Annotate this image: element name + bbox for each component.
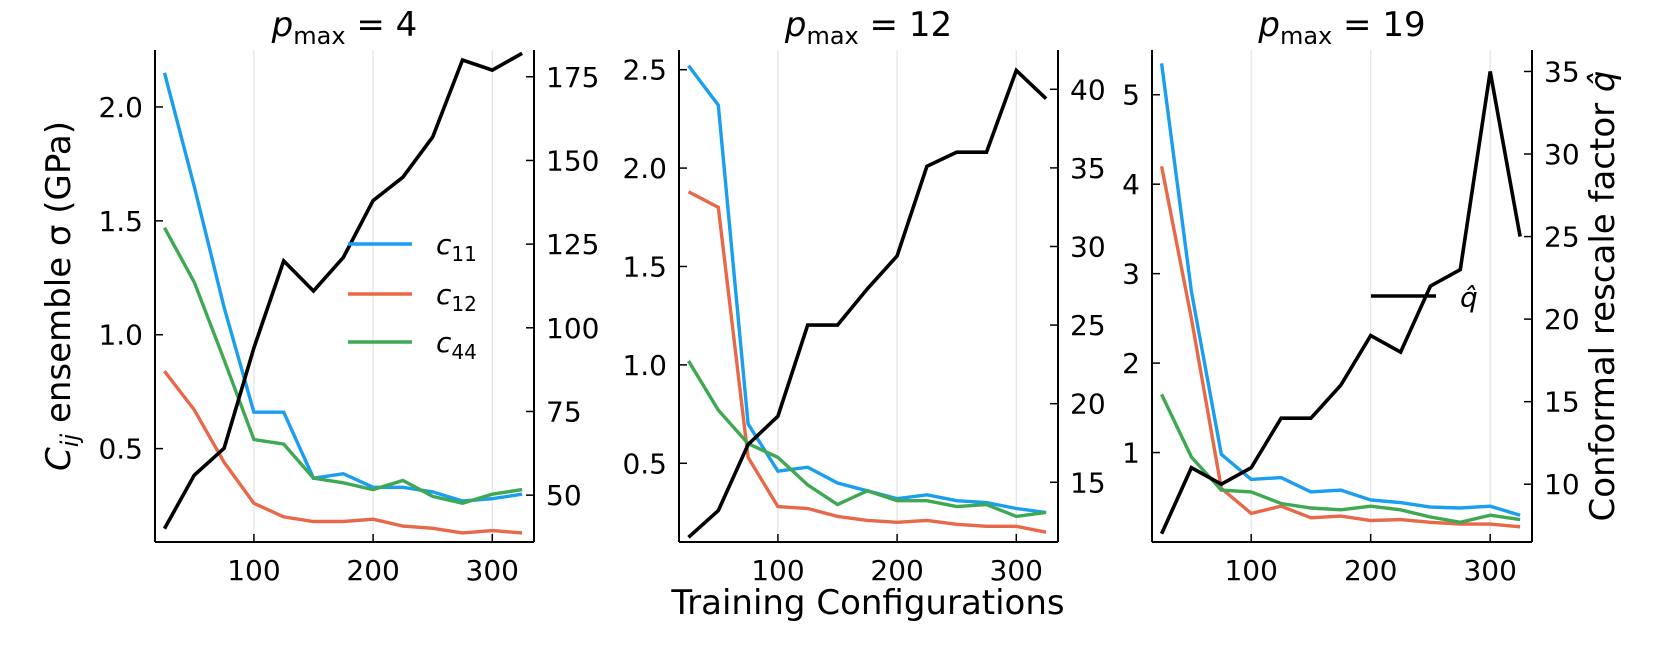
panel-title-rest: = 12 <box>859 5 952 45</box>
x-tick-label-100: 100 <box>1224 554 1277 587</box>
y-left-tick-label-3: 2.0 <box>622 152 667 185</box>
x-tick-label-200: 200 <box>346 554 399 587</box>
panel-title-sub: max <box>1280 22 1332 50</box>
y-left-tick-label-4: 2.5 <box>622 54 667 87</box>
y-left-tick-label-1: 1.0 <box>98 319 143 352</box>
y-left-tick-label-3: 4 <box>1122 168 1140 201</box>
y-right-tick-label-4: 35 <box>1070 152 1106 185</box>
y-left-tick-label-2: 1.5 <box>622 250 667 283</box>
y-left-tick-label-4: 5 <box>1122 79 1140 112</box>
y-right-tick-label-0: 50 <box>546 479 582 512</box>
y-left-tick-label-0: 0.5 <box>98 433 143 466</box>
x-axis-label: Training Configurations <box>670 583 1064 623</box>
panel-title-base: p <box>271 5 294 45</box>
y-left-tick-label-2: 3 <box>1122 258 1140 291</box>
legend-c11-sub: 11 <box>451 242 476 266</box>
panels: 100 200 3000.51.01.52.05075100125150175pma… <box>98 5 1579 587</box>
legend-c11-base: c <box>436 228 452 261</box>
y-axis-label-right-symbol: q̂ <box>1583 70 1623 92</box>
y-left-tick-label-2: 1.5 <box>98 205 143 238</box>
y-right-tick-label-2: 20 <box>1544 303 1580 336</box>
panel-2: 100 200 300 0.5 1.0 1.5 2.0 2.5 15 20 25 30 35 40 pmax… <box>622 5 1105 587</box>
y-right-tick-label-0: 15 <box>1070 466 1106 499</box>
y-right-tick-label-1: 20 <box>1070 388 1106 421</box>
x-tick-label-300: 300 <box>990 554 1043 587</box>
series-line-c44 <box>1160 393 1521 525</box>
y-right-tick-label-3: 125 <box>546 228 599 261</box>
legend-label-c44: c44 <box>436 326 477 364</box>
y-left-tick-label-0: 0.5 <box>622 447 667 480</box>
y-right-tick-label-5: 175 <box>546 61 599 94</box>
x-tick-label-100: 100 <box>227 554 280 587</box>
y-left-tick-label-1: 1.0 <box>622 349 667 382</box>
panel-title-rest: = 4 <box>346 5 418 45</box>
y-axis-label-left: Cij ensemble σ (GPa) <box>39 121 84 471</box>
panel-title: pmax = 12 <box>784 5 952 50</box>
y-right-tick-label-5: 35 <box>1544 55 1580 88</box>
legend-label-qhat: q̂ <box>1460 281 1478 314</box>
series-line-c44 <box>163 226 523 506</box>
panel-title-rest: = 19 <box>1332 5 1425 45</box>
panel-3: 100 200 300 1 2 3 4 5 10 15 20 25 30 35 pmax = 19 <box>1122 5 1579 587</box>
y-right-tick-label-5: 40 <box>1070 73 1106 106</box>
y-right-tick-label-1: 75 <box>546 395 582 428</box>
legend-c44-base: c <box>436 326 452 359</box>
legend-qhat: q̂ <box>1371 281 1478 314</box>
x-tick-label-200: 200 <box>870 554 923 587</box>
series-line-c11 <box>1159 63 1521 517</box>
legend-label-c11: c11 <box>436 228 477 266</box>
series-line-qhat <box>162 51 523 530</box>
y-axis-label-left-subscript: ij <box>56 434 84 448</box>
y-right-tick-label-1: 15 <box>1544 386 1580 419</box>
y-left-tick-label-0: 1 <box>1122 437 1140 470</box>
y-right-tick-label-3: 30 <box>1070 230 1106 263</box>
x-tick-label-300: 300 <box>466 554 519 587</box>
panel-1: 100 200 300 0.5 1.0 1.5 2.0 50 75 100 125 150 175 pma… <box>98 5 599 587</box>
y-right-tick-label-2: 25 <box>1070 309 1106 342</box>
panel-title: pmax = 4 <box>271 5 418 50</box>
y-axis-label-left-rest: ensemble σ (GPa) <box>39 121 79 434</box>
panel-title-sub: max <box>806 22 858 50</box>
y-right-tick-label-3: 25 <box>1544 221 1580 254</box>
y-right-tick-label-2: 100 <box>546 312 599 345</box>
y-left-tick-label-1: 2 <box>1122 347 1140 380</box>
series-line-c44 <box>687 360 1047 519</box>
legend-c44-sub: 44 <box>451 340 476 364</box>
legend-label-c12: c12 <box>436 278 477 316</box>
legend: c11 c12 c44 <box>348 228 477 364</box>
series-line-qhat <box>1159 71 1522 535</box>
panel-title: pmax = 19 <box>1257 5 1425 50</box>
y-right-tick-label-0: 10 <box>1544 468 1580 501</box>
panel-title-base: p <box>784 5 807 45</box>
y-left-tick-label-3: 2.0 <box>98 91 143 124</box>
series-line-c12 <box>687 190 1047 534</box>
x-tick-label-200: 200 <box>1344 554 1397 587</box>
y-axis-label-right-text: Conformal rescale factor <box>1583 92 1623 521</box>
panel-title-sub: max <box>293 22 345 50</box>
series-line-qhat <box>687 67 1048 539</box>
y-right-tick-label-4: 30 <box>1544 138 1580 171</box>
y-axis-label-right: Conformal rescale factor q̂ <box>1583 70 1623 521</box>
panel-title-base: p <box>1257 5 1280 45</box>
y-axis-label-left-symbol: C <box>39 447 79 471</box>
x-tick-label-100: 100 <box>751 554 804 587</box>
legend-c12-base: c <box>436 278 452 311</box>
x-tick-label-300: 300 <box>1463 554 1516 587</box>
y-right-tick-label-4: 150 <box>546 144 599 177</box>
series-line-c11 <box>162 72 523 503</box>
legend-c12-sub: 12 <box>451 292 476 316</box>
series-line-c12 <box>163 370 523 535</box>
